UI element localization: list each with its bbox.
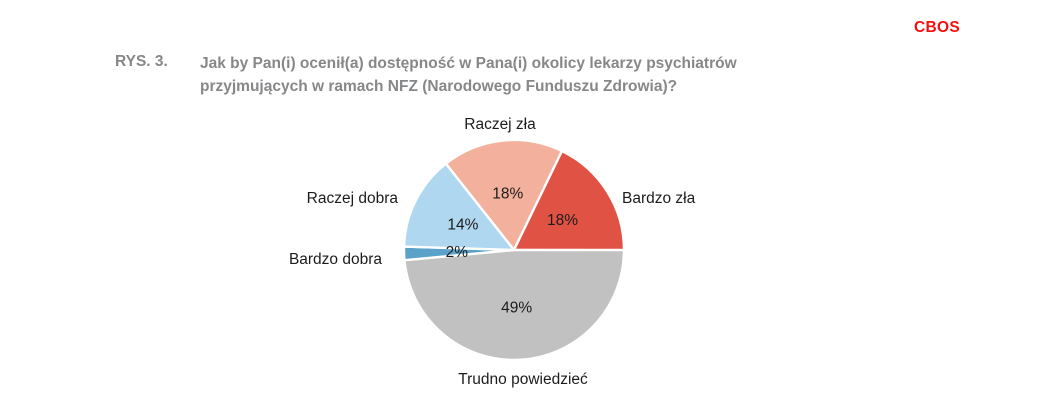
pie-value-label-3: 2% [446,244,469,261]
slice-label-raczej-dobra: Raczej dobra [306,190,398,207]
figure-title-line2: przyjmujących w ramach NFZ (Narodowego F… [200,77,678,95]
figure-title: Jak by Pan(i) ocenił(a) dostępność w Pan… [200,53,740,98]
pie-slice-2 [403,248,626,362]
pie-slice-0 [444,138,564,252]
slice-label-bardzo-dobra: Bardzo dobra [288,251,382,268]
pie-chart-svg: 18% 18% 49% 2% 14% [402,138,626,362]
pie-slice-4 [402,162,516,252]
slice-label-trudno-powiedziec: Trudno powiedzieć [458,371,588,388]
cbos-logo: CBOS [914,19,960,36]
pie-value-label-0: 18% [492,186,523,203]
pie-value-label-1: 18% [547,212,578,229]
pie-chart: 18% 18% 49% 2% 14% Raczej zła Bardzo zła Tru… [0,100,1062,400]
pie-value-label-2: 49% [501,300,532,317]
pie-slice-1 [512,149,626,252]
pie-value-label-4: 14% [447,217,478,234]
slice-label-raczej-zla: Raczej zła [464,116,536,133]
figure-number-label: RYS. 3. [115,53,168,70]
figure-title-line1: Jak by Pan(i) ocenił(a) dostępność w Pan… [200,55,737,72]
slice-label-bardzo-zla: Bardzo zła [622,190,696,207]
